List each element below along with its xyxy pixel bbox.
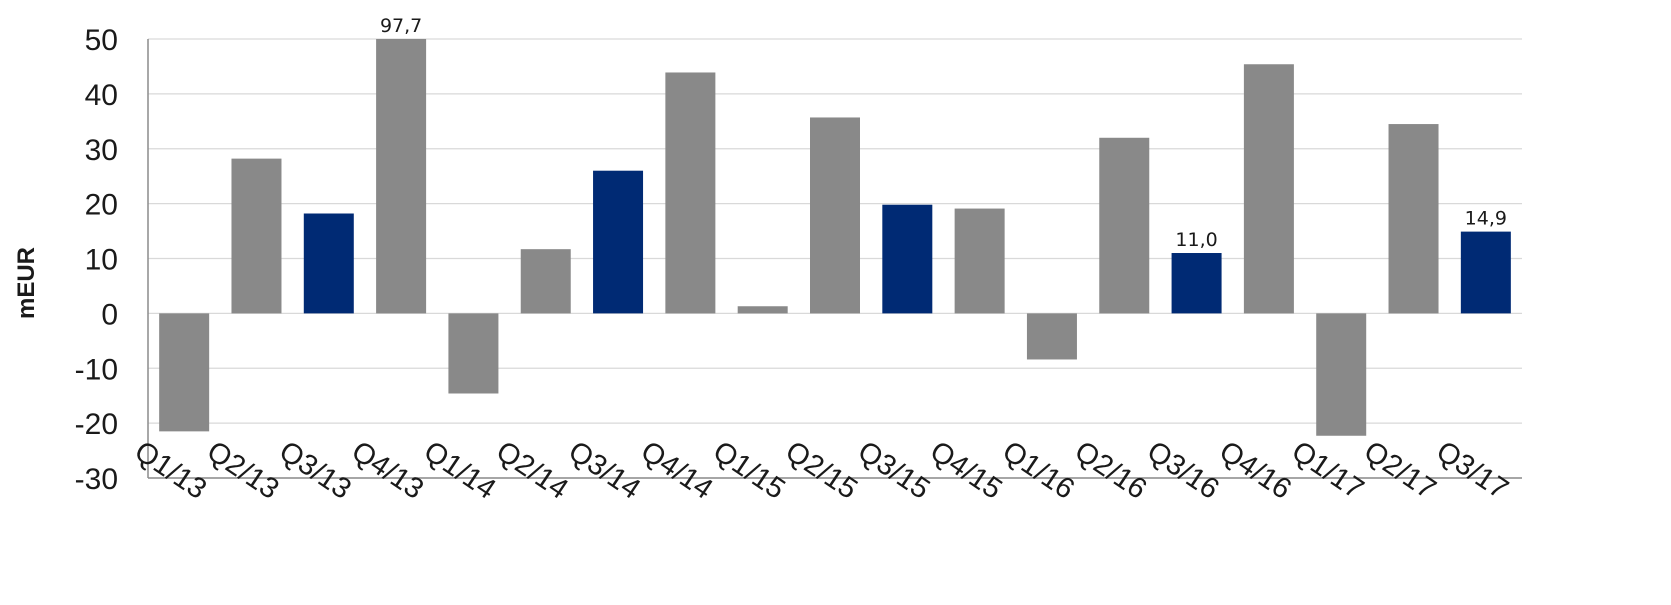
y-tick-label: -10 [75,353,118,386]
x-tick-label: Q3/14 [563,435,646,506]
y-tick-label: 10 [85,244,118,277]
x-tick-labels: Q1/13Q2/13Q3/13Q4/13Q1/14Q2/14Q3/14Q4/14… [129,435,1514,506]
bar [882,204,933,314]
bar [231,158,282,314]
x-tick-label: Q2/15 [780,435,863,506]
bar [376,39,427,314]
bar [954,208,1005,314]
data-labels: 97,7 11,0 14,9 [380,15,1507,251]
x-tick-label: Q4/15 [924,435,1007,506]
bar [1243,64,1294,314]
y-tick-label: -20 [75,408,118,441]
x-tick-label: Q3/13 [273,435,356,506]
bar [1099,137,1150,314]
y-tick-label: 20 [85,189,118,222]
x-tick-label: Q1/15 [707,435,790,506]
bar [520,249,571,314]
bar [159,313,210,432]
y-tick-label: 40 [85,79,118,112]
y-tick-label: -30 [75,463,118,496]
bar [1316,313,1367,436]
bar [1171,253,1222,314]
bar [448,313,499,394]
x-tick-label: Q4/16 [1213,435,1296,506]
data-label: 11,0 [1175,229,1217,251]
x-tick-label: Q2/17 [1358,435,1441,506]
y-tick-label: 50 [85,24,118,57]
y-tick-label: 30 [85,134,118,167]
x-tick-label: Q2/13 [201,435,284,506]
data-label: 14,9 [1465,208,1507,230]
bar [303,213,354,314]
y-tick-labels: 50 40 30 20 10 0 -10 -20 -30 [75,24,118,496]
bar [737,306,788,314]
bar [1460,231,1511,314]
x-tick-label: Q2/16 [1069,435,1152,506]
bar [810,117,860,314]
bar [665,72,716,314]
axes [147,39,1522,479]
x-tick-label: Q1/14 [418,435,501,506]
x-tick-label: Q1/17 [1286,435,1369,506]
x-tick-label: Q4/13 [346,435,429,506]
data-label: 97,7 [380,15,422,37]
x-tick-label: Q1/13 [129,435,212,506]
x-tick-label: Q3/15 [852,435,935,506]
bar [1026,313,1077,360]
x-tick-label: Q3/17 [1430,435,1513,506]
x-tick-label: Q2/14 [490,435,573,506]
x-tick-label: Q4/14 [635,435,718,506]
x-tick-label: Q3/16 [1141,435,1224,506]
y-axis-label: mEUR [13,247,40,319]
y-tick-label: 0 [101,298,118,331]
bar [1388,124,1439,314]
bar [593,170,644,314]
x-tick-label: Q1/16 [997,435,1080,506]
bars [159,39,1511,436]
